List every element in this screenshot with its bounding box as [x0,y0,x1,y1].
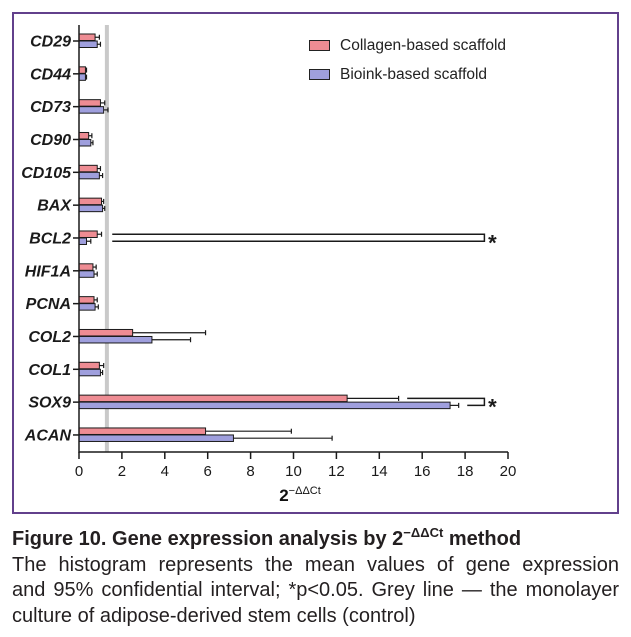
y-tick-label-bax: BAX [37,198,72,215]
figure-frame [12,12,619,514]
x-tick-label-16: 16 [414,463,431,480]
caption-line-3: culture of adipose-derived stem cells (c… [12,604,416,627]
bar-collagen-col1 [78,361,100,370]
significance-star-sox9: * [488,395,497,420]
caption-title-base: 2 [392,528,404,550]
significance-bracket-bcl2 [112,233,486,242]
bar-collagen-col2 [78,328,134,337]
bar-collagen-cd44 [78,66,86,74]
caption-title: Figure 10. Gene expression analysis by 2… [12,525,619,553]
significance-star-bcl2: * [488,230,497,255]
bar-bioink-cd105 [78,171,100,180]
y-tick-label-cd73: CD73 [30,99,71,116]
bar-collagen-cd29 [78,33,96,41]
y-tick-label-cd44: CD44 [30,66,71,83]
y-tick-label-cd105: CD105 [21,165,72,182]
y-tick-label-cd90: CD90 [30,132,71,149]
bar-bioink-cd29 [78,40,98,48]
x-tick-label-0: 0 [75,463,83,480]
caption-title-superscript: −ΔΔCt [403,525,444,540]
y-tick-label-acan: ACAN [24,427,72,444]
legend-label-collagen: Collagen-based scaffold [340,37,507,54]
y-tick-label-col1: COL1 [28,362,71,379]
y-tick-label-hif1a: HIF1A [25,263,71,280]
x-tick-label-4: 4 [161,463,169,480]
caption-title-prefix: Figure 10. Gene expression analysis by [12,528,393,550]
caption-line-2: and 95% confidential interval; *p<0.05. … [12,579,619,601]
bar-bioink-hif1a [78,270,95,278]
bar-collagen-sox9 [78,394,348,403]
y-tick-label-col2: COL2 [28,329,71,346]
y-tick-label-bcl2: BCL2 [29,230,71,247]
x-tick-label-2: 2 [118,463,126,480]
bar-collagen-cd105 [78,164,98,173]
x-axis-label: 2−ΔΔCt [230,485,370,508]
bar-bioink-bcl2 [78,237,88,245]
bar-bioink-acan [78,434,234,442]
gene-expression-chart: CD29 CD44 CD73 CD90 CD105 BAX BCL2 HIF1A PCNA COL… [21,25,517,480]
bar-collagen-pcna [78,296,95,304]
bar-bioink-pcna [78,303,96,311]
caption-title-suffix: method [443,528,522,550]
x-tick-label-6: 6 [204,463,212,480]
bar-bioink-cd90 [78,138,92,147]
bar-collagen-bax [78,197,103,206]
x-tick-label-12: 12 [328,463,345,480]
y-tick-label-pcna: PCNA [26,296,71,313]
x-tick-label-10: 10 [285,463,302,480]
legend-swatch-bioink [309,69,330,80]
bar-collagen-cd90 [78,131,90,140]
bar-bioink-col1 [78,368,101,377]
figure-caption: Figure 10. Gene expression analysis by 2… [12,525,619,629]
x-tick-label-8: 8 [246,463,254,480]
y-tick-label-cd29: CD29 [30,34,71,51]
bar-bioink-sox9 [78,401,451,410]
bar-collagen-bcl2 [78,230,98,238]
legend-swatch-collagen [309,40,330,51]
legend-label-bioink: Bioink-based scaffold [340,66,488,83]
x-tick-label-20: 20 [500,463,517,480]
x-tick-label-18: 18 [457,463,474,480]
x-axis-label-base: 2 [279,486,289,505]
bar-collagen-acan [78,427,207,435]
bar-bioink-bax [78,204,104,213]
bar-bioink-col2 [78,335,153,344]
y-tick-label-sox9: SOX9 [28,395,71,412]
x-tick-label-14: 14 [371,463,388,480]
bar-collagen-cd73 [78,99,101,107]
bar-bioink-cd44 [78,73,86,81]
bar-bioink-cd73 [78,106,105,114]
x-axis-label-superscript: −ΔΔCt [288,485,321,497]
significance-bracket-sox9 [407,397,486,407]
caption-line-1: The histogram represents the mean values… [12,553,619,576]
bar-collagen-hif1a [78,263,94,271]
